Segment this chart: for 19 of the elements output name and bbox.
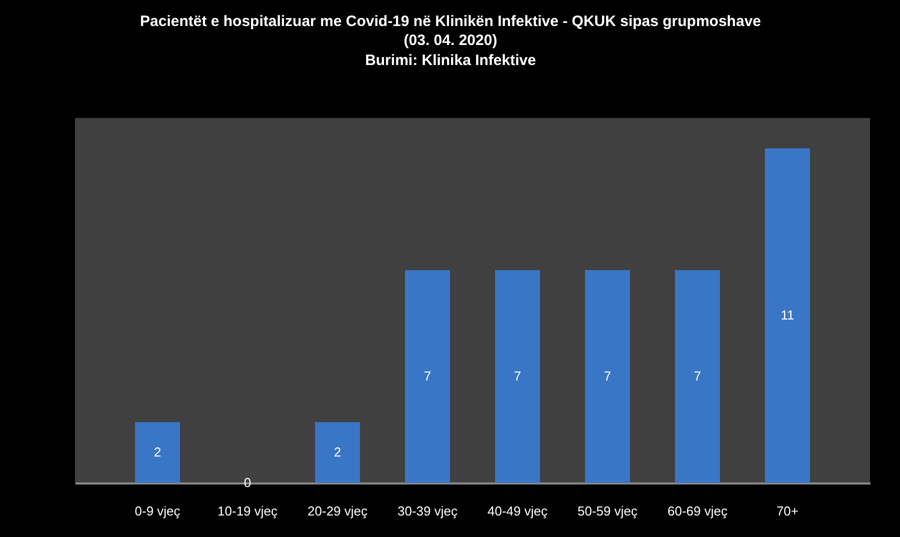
data-label: 7	[424, 368, 432, 384]
x-tick-label: 40-49 vjeç	[488, 504, 548, 518]
x-tick-label: 20-29 vjeç	[308, 504, 368, 518]
data-label: 11	[780, 308, 794, 323]
x-tick-label: 0-9 vjeç	[134, 504, 181, 518]
data-label: 0	[244, 475, 252, 490]
data-label: 2	[154, 444, 162, 460]
data-label: 7	[694, 368, 702, 384]
x-tick-label: 70+	[776, 504, 799, 518]
data-label: 2	[334, 444, 342, 460]
x-tick-label: 10-19 vjeç	[218, 504, 278, 518]
x-tick-label: 30-39 vjeç	[398, 504, 458, 518]
x-tick-label: 60-69 vjeç	[667, 504, 728, 518]
text: Burimi: Klinika Infektive	[365, 52, 536, 69]
data-label: 7	[514, 368, 522, 384]
data-label: 7	[604, 368, 612, 384]
chart-title: Pacientët e hospitalizuar me Covid-19 në Klinikën Infektive - QKUK sipas grupmoshave	[140, 13, 761, 30]
chart-subtitle: (03. 04. 2020)	[404, 32, 498, 49]
x-tick-label: 50-59 vjeç	[578, 504, 638, 518]
